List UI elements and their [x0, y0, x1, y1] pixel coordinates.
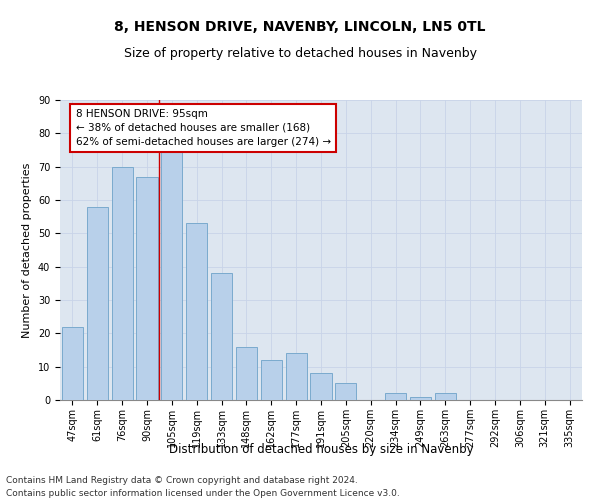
Bar [136, 176, 158, 400]
Bar [211, 274, 232, 400]
Bar [112, 166, 133, 400]
Bar [410, 396, 431, 400]
Bar [62, 326, 83, 400]
Bar [435, 394, 456, 400]
Bar [286, 354, 307, 400]
Text: 8 HENSON DRIVE: 95sqm
← 38% of detached houses are smaller (168)
62% of semi-det: 8 HENSON DRIVE: 95sqm ← 38% of detached … [76, 109, 331, 147]
Bar [385, 394, 406, 400]
Bar [87, 206, 108, 400]
Bar [310, 374, 332, 400]
Text: Contains HM Land Registry data © Crown copyright and database right 2024.
Contai: Contains HM Land Registry data © Crown c… [6, 476, 400, 498]
Bar [186, 224, 207, 400]
Text: 8, HENSON DRIVE, NAVENBY, LINCOLN, LN5 0TL: 8, HENSON DRIVE, NAVENBY, LINCOLN, LN5 0… [114, 20, 486, 34]
Text: Size of property relative to detached houses in Navenby: Size of property relative to detached ho… [124, 48, 476, 60]
Bar [236, 346, 257, 400]
Bar [261, 360, 282, 400]
Text: Distribution of detached houses by size in Navenby: Distribution of detached houses by size … [169, 442, 473, 456]
Y-axis label: Number of detached properties: Number of detached properties [22, 162, 32, 338]
Bar [161, 146, 182, 400]
Bar [335, 384, 356, 400]
